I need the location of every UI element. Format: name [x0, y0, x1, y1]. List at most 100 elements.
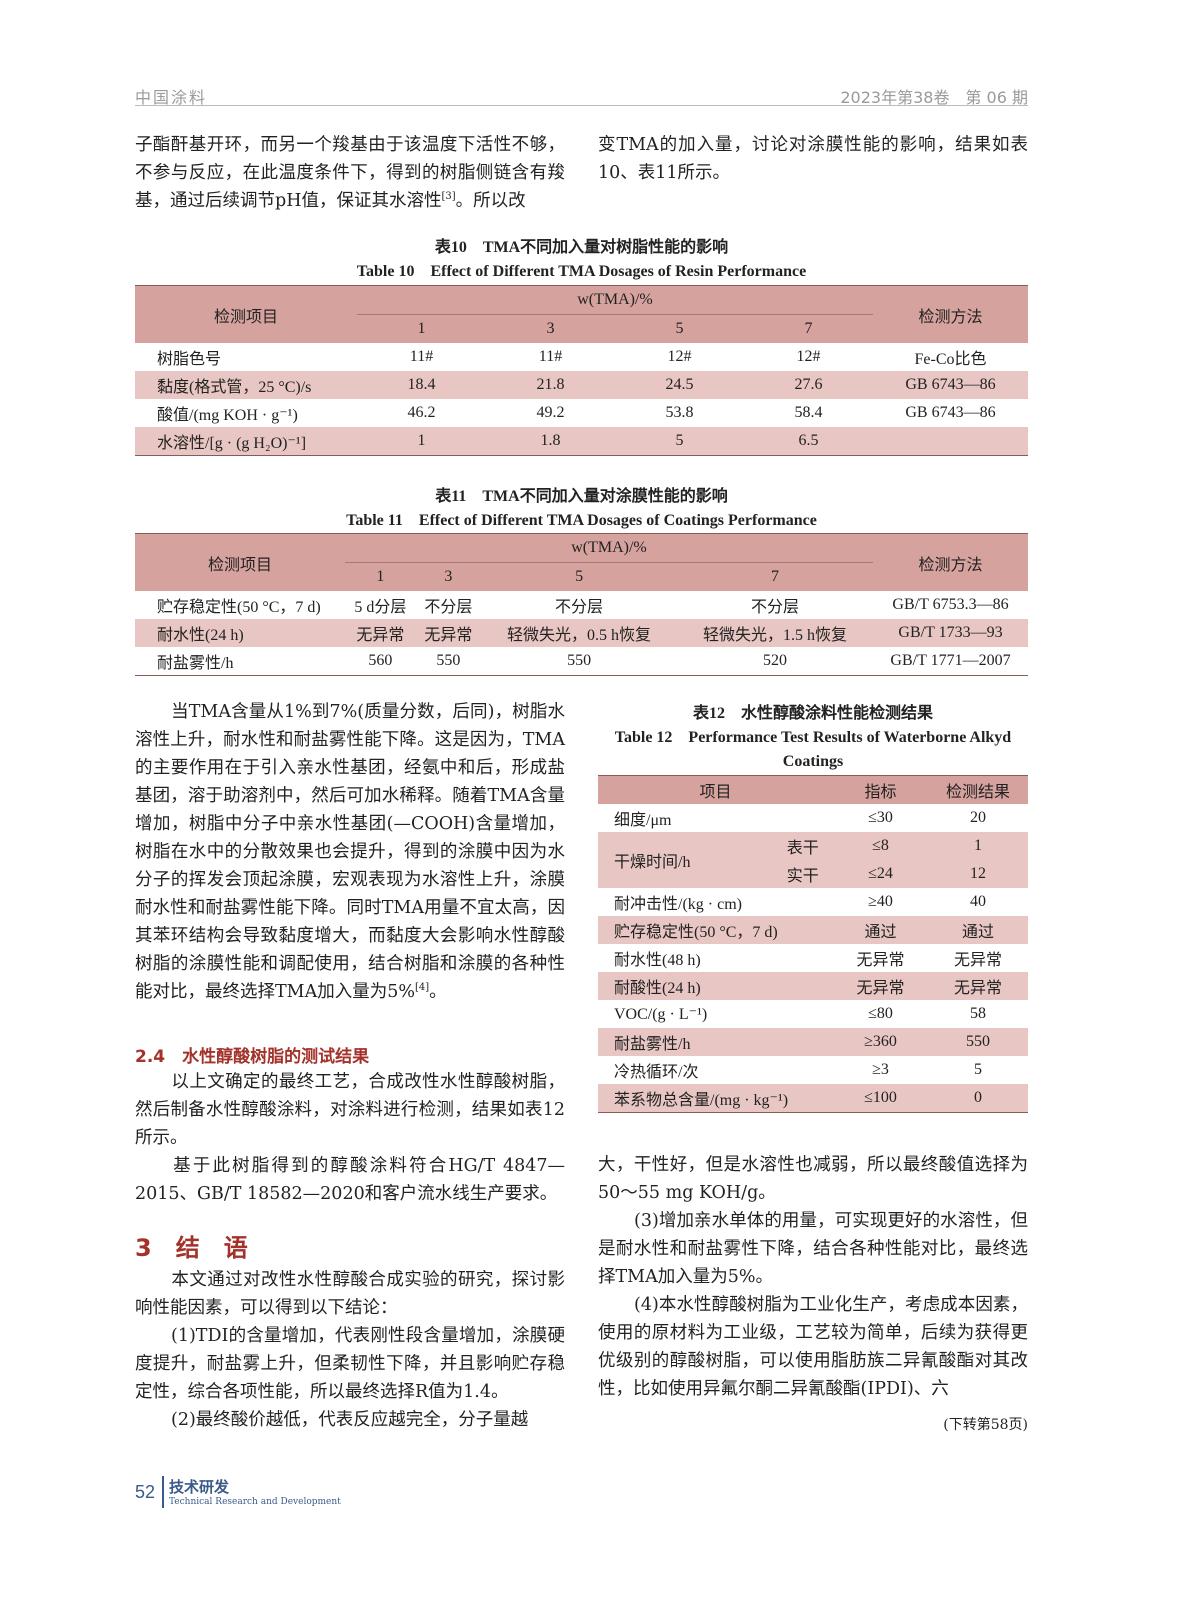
table-cell: 550	[436, 652, 461, 669]
table-cell: 58	[970, 1005, 986, 1022]
table-cell: 560	[368, 652, 393, 669]
paragraph-standards: 基于此树脂得到的醇酸涂料符合HG/T 4847—2015、GB/T 18582—…	[135, 1152, 565, 1208]
col-header-index: 指标	[864, 784, 897, 801]
paragraph-tma-discussion: 当TMA含量从1%到7%(质量分数，后同)，树脂水溶性上升，耐水性和耐盐雾性能下…	[135, 698, 565, 1006]
col-header-dose: 7	[804, 320, 813, 337]
row-method: GB 6743—86	[905, 404, 996, 421]
issue-info: 2023年第38卷 第 06 期	[840, 88, 1028, 107]
table-row: 黏度(格式管，25 °C)/s 18.4 21.8 24.5 27.6 GB 6743—8…	[135, 371, 1028, 399]
table-cell: 11#	[538, 348, 563, 365]
table-row: 苯系物总含量/(mg · kg⁻¹) ≤100 0	[598, 1084, 1028, 1113]
table-cell: 20	[970, 809, 986, 826]
footer-divider	[162, 1476, 164, 1508]
table-cell: 无异常	[953, 952, 1002, 969]
section-heading-3: 3 结 语	[135, 1228, 248, 1263]
table-cell: 18.4	[407, 376, 436, 393]
text: (3)增加亲水单体的用量，可实现更好的水溶性，但是耐水性和耐盐雾性下降，结合各种…	[598, 1211, 1028, 1287]
table-cell: 5	[974, 1061, 982, 1078]
row-label: 细度/μm	[614, 812, 672, 829]
row-label: 贮存稳定性(50 °C，7 d)	[614, 924, 778, 941]
table-cell: 58.4	[794, 404, 823, 421]
header-divider	[135, 105, 1028, 106]
paragraph-conclusion-4: (4)本水性醇酸树脂为工业化生产，考虑成本因素，使用的原材料为工业级，工艺较为简…	[598, 1291, 1028, 1403]
table-row: 耐冲击性/(kg · cm) ≥40 40	[598, 888, 1028, 916]
table-cell: 轻微失光，0.5 h恢复	[507, 627, 652, 644]
row-label: 冷热循环/次	[614, 1064, 699, 1081]
row-label: 贮存稳定性(50 °C，7 d)	[157, 599, 321, 616]
paragraph-conclusion-intro: 本文通过对改性水性醇酸合成实验的研究，探讨影响性能因素，可以得到以下结论：	[135, 1266, 565, 1322]
table-cell: ≤100	[864, 1089, 897, 1106]
table-cell: 24.5	[665, 376, 694, 393]
table-cell: 不分层	[555, 599, 604, 616]
table-row: 耐水性(48 h) 无异常 无异常	[598, 944, 1028, 972]
col-header-item: 检测项目	[213, 308, 278, 326]
text: (4)本水性醇酸树脂为工业化生产，考虑成本因素，使用的原材料为工业级，工艺较为简…	[598, 1295, 1028, 1399]
paragraph-conclusion-2: (2)最终酸价越低，代表反应越完全，分子量越	[135, 1406, 565, 1434]
table-cell: ≥40	[868, 893, 893, 910]
table-row: 细度/μm ≤30 20	[598, 804, 1028, 832]
table-cell: 无异常	[424, 627, 473, 644]
table-row: 干燥时间/h 表干 ≤8 1	[598, 832, 1028, 871]
table-cell: 5	[675, 432, 684, 449]
footer-section-en: Technical Research and Development	[169, 1497, 341, 1507]
paragraph-conclusion-3: (3)增加亲水单体的用量，可实现更好的水溶性，但是耐水性和耐盐雾性下降，结合各种…	[598, 1207, 1028, 1291]
col-header-dose: 1	[417, 320, 426, 337]
table-cell: 通过	[961, 924, 994, 941]
table-cell: 5 d分层	[354, 599, 407, 616]
row-label: 黏度(格式管，25 °C)/s	[157, 379, 312, 396]
table-cell: 0	[974, 1089, 982, 1106]
table-cell: 49.2	[536, 404, 565, 421]
table-cell: 无异常	[953, 980, 1002, 997]
table-cell: 轻微失光，1.5 h恢复	[703, 627, 848, 644]
table-cell: 无异常	[356, 627, 405, 644]
table12-caption-en: Table 12 Performance Test Results of Wat…	[614, 729, 1012, 770]
section-heading-2-4: 2.4 水性醇酸树脂的测试结果	[135, 1042, 369, 1067]
col-header-item: 项目	[699, 784, 732, 801]
table-cell: ≥3	[872, 1061, 889, 1078]
table-row: 水溶性/[g · (g H₂O)⁻¹] 1 1.8 5 6.5	[135, 427, 1028, 456]
table-cell: 1	[417, 432, 426, 449]
col-header-group: w(TMA)/%	[345, 533, 873, 563]
journal-name: 中国涂料	[135, 88, 208, 107]
table-row: 耐酸性(24 h) 无异常 无异常	[598, 972, 1028, 1000]
col-header-item: 检测项目	[207, 556, 272, 574]
table-cell: 不分层	[751, 599, 800, 616]
table-cell: 通过	[864, 924, 897, 941]
col-header-method: 检测方法	[918, 556, 983, 574]
row-sublabel: 实干	[786, 868, 819, 885]
table-cell: 无异常	[856, 980, 905, 997]
col-header-method: 检测方法	[918, 308, 983, 326]
table-cell: 550	[567, 652, 592, 669]
table-cell: 11#	[409, 348, 434, 365]
paragraph-test-results: 以上文确定的最终工艺，合成改性水性醇酸树脂，然后制备水性醇酸涂料，对涂料进行检测…	[135, 1068, 565, 1152]
section-number: 2.4	[135, 1047, 166, 1067]
paragraph-top-left: 子酯酐基开环，而另一个羧基由于该温度下活性不够，不参与反应，在此温度条件下，得到…	[135, 131, 565, 215]
row-label: 树脂色号	[157, 351, 222, 368]
row-label: 干燥时间/h	[614, 854, 691, 871]
text: 基于此树脂得到的醇酸涂料符合HG/T 4847—2015、GB/T 18582—…	[135, 1156, 565, 1204]
citation: [4]	[415, 982, 430, 994]
table-cell: 46.2	[407, 404, 436, 421]
table-cell: ≤30	[868, 809, 893, 826]
col-header-dose: 3	[546, 320, 555, 337]
row-method: GB/T 1771—2007	[890, 652, 1011, 669]
row-label: 酸值/(mg KOH · g⁻¹)	[157, 407, 298, 424]
table-cell: 1	[974, 837, 982, 854]
row-label: 苯系物总含量/(mg · kg⁻¹)	[614, 1092, 789, 1109]
section-title: 结 语	[175, 1234, 248, 1262]
paragraph-conclusion-1: (1)TDI的含量增加，代表刚性段含量增加，涂膜硬度提升，耐盐雾上升，但柔韧性下…	[135, 1322, 565, 1406]
table-row: 冷热循环/次 ≥3 5	[598, 1056, 1028, 1084]
table-cell: 1.8	[540, 432, 561, 449]
col-header-dose: 1	[376, 568, 385, 585]
text: 。	[429, 982, 447, 1002]
footer-section-cn: 技术研发	[169, 1478, 230, 1496]
paragraph-top-right: 变TMA的加入量，讨论对涂膜性能的影响，结果如表10、表11所示。	[598, 135, 1028, 183]
table-cell: 不分层	[424, 599, 473, 616]
table-row: 酸值/(mg KOH · g⁻¹) 46.2 49.2 53.8 58.4 GB 6743…	[135, 399, 1028, 427]
row-label: 耐盐雾性/h	[157, 655, 234, 672]
row-label: 耐水性(24 h)	[157, 627, 244, 644]
row-method: GB/T 6753.3—86	[892, 596, 1009, 613]
continued-note: (下转第58页)	[943, 1417, 1028, 1433]
table10-caption-en: Table 10 Effect of Different TMA Dosages…	[356, 263, 807, 280]
row-label: 耐水性(48 h)	[614, 952, 701, 969]
